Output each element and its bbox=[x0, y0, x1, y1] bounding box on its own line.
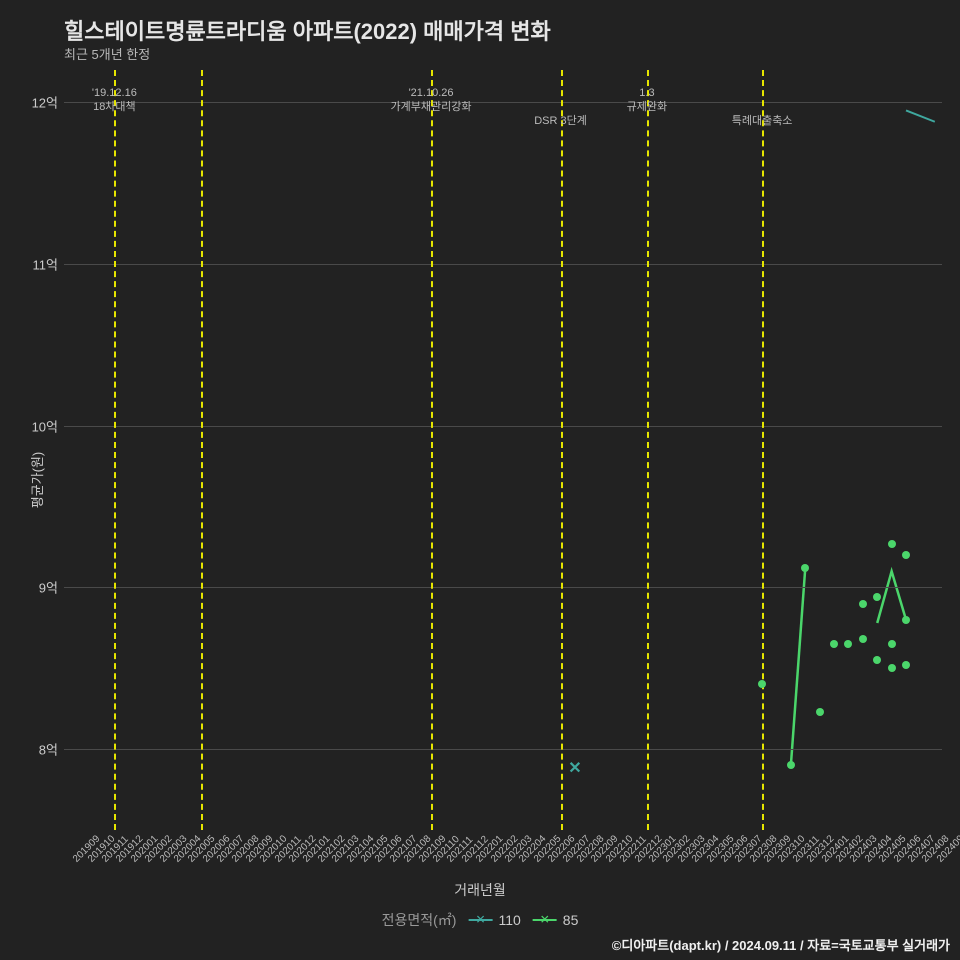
gridline-h bbox=[64, 264, 942, 265]
y-axis-label: 평균가(원) bbox=[27, 452, 46, 509]
reference-line-label: '19.12.1618차대책 bbox=[92, 86, 137, 114]
data-point bbox=[830, 640, 838, 648]
data-point bbox=[859, 635, 867, 643]
data-point bbox=[816, 708, 824, 716]
credit-text: ©디아파트(dapt.kr) / 2024.09.11 / 자료=국토교통부 실… bbox=[612, 935, 950, 954]
data-point bbox=[902, 661, 910, 669]
gridline-h bbox=[64, 587, 942, 588]
data-point bbox=[873, 656, 881, 664]
y-tick-label: 12억 bbox=[8, 93, 58, 112]
data-point bbox=[888, 540, 896, 548]
reference-line bbox=[201, 70, 203, 830]
y-tick-label: 9억 bbox=[8, 578, 58, 597]
gridline-h bbox=[64, 749, 942, 750]
chart-subtitle: 최근 5개년 한정 bbox=[64, 44, 150, 63]
data-point bbox=[888, 664, 896, 672]
reference-line-label: 특례대출축소 bbox=[732, 114, 793, 128]
data-point bbox=[787, 761, 795, 769]
legend-swatch-110 bbox=[468, 919, 492, 921]
reference-line bbox=[647, 70, 649, 830]
legend: 전용면적(㎡) 110 85 bbox=[382, 910, 579, 930]
y-tick-label: 8억 bbox=[8, 740, 58, 759]
x-axis-label: 거래년월 bbox=[454, 880, 506, 900]
legend-title: 전용면적(㎡) bbox=[382, 910, 457, 930]
reference-line-label: '21.10.26가계부채관리강화 bbox=[391, 86, 472, 114]
data-point bbox=[758, 680, 766, 688]
data-point bbox=[902, 551, 910, 559]
legend-label-85: 85 bbox=[563, 912, 579, 928]
data-point bbox=[888, 640, 896, 648]
legend-label-110: 110 bbox=[498, 912, 520, 928]
chart-container: 힐스테이트명륜트라디움 아파트(2022) 매매가격 변화 최근 5개년 한정 … bbox=[0, 0, 960, 960]
data-point bbox=[873, 593, 881, 601]
gridline-h bbox=[64, 426, 942, 427]
gridline-h bbox=[64, 102, 942, 103]
reference-line bbox=[114, 70, 116, 830]
reference-line bbox=[561, 70, 563, 830]
y-tick-label: 11억 bbox=[8, 255, 58, 274]
y-tick-label: 10억 bbox=[8, 416, 58, 435]
chart-title: 힐스테이트명륜트라디움 아파트(2022) 매매가격 변화 bbox=[64, 14, 551, 46]
series-line bbox=[906, 110, 935, 121]
data-point bbox=[844, 640, 852, 648]
plot-area: 2019092019102019112019122020012020022020… bbox=[64, 70, 942, 830]
series-line bbox=[791, 568, 805, 765]
series-line bbox=[877, 571, 906, 623]
legend-item-110: 110 bbox=[468, 912, 520, 928]
data-point bbox=[801, 564, 809, 572]
reference-line-label: DSR 3단계 bbox=[534, 114, 587, 128]
legend-swatch-85 bbox=[533, 919, 557, 921]
data-point bbox=[902, 616, 910, 624]
data-point-x: ✕ bbox=[568, 761, 581, 777]
reference-line-label: 1.3규제완화 bbox=[627, 86, 667, 114]
reference-line bbox=[431, 70, 433, 830]
legend-item-85: 85 bbox=[533, 912, 579, 928]
data-point bbox=[859, 600, 867, 608]
reference-line bbox=[762, 70, 764, 830]
line-layer bbox=[64, 70, 942, 830]
